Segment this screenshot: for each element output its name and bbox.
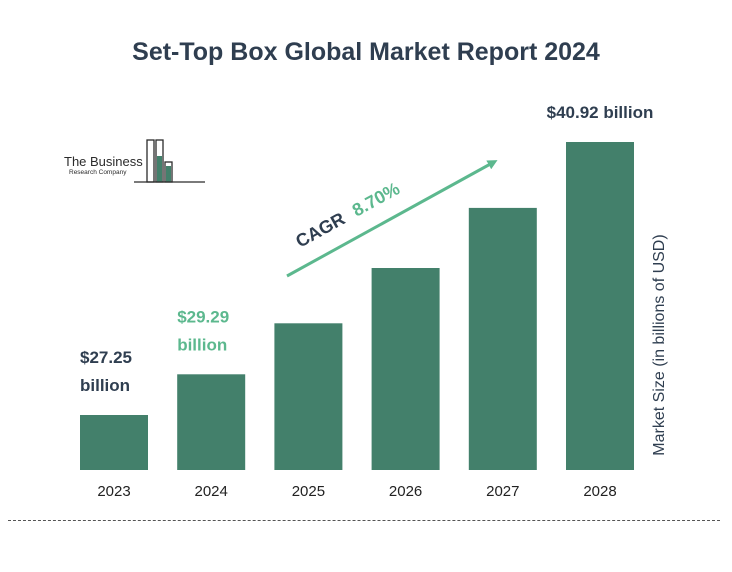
bottom-divider [8, 520, 720, 521]
x-tick-2023: 2023 [97, 483, 130, 500]
x-tick-2028: 2028 [583, 483, 616, 500]
y-axis-label: Market Size (in billions of USD) [651, 234, 668, 455]
bar-2028 [566, 142, 634, 470]
logo-name: The Business [64, 154, 143, 169]
data-label-2024: $29.29 billion [177, 307, 229, 354]
bar-2026 [371, 268, 440, 470]
bar-2023 [80, 415, 148, 470]
chart-title: Set-Top Box Global Market Report 2024 [132, 38, 600, 66]
data-label-2028: $40.92 billion [547, 103, 654, 122]
bar-2024 [177, 374, 246, 470]
x-tick-2024: 2024 [195, 483, 228, 500]
x-tick-2027: 2027 [486, 483, 519, 500]
bar-2027 [468, 207, 537, 470]
cagr-label: CAGR 8.70% [292, 178, 403, 251]
x-tick-2025: 2025 [292, 483, 325, 500]
bar-2025 [274, 323, 343, 470]
logo-building-icon [134, 139, 205, 183]
company-logo: The Business Research Company [64, 138, 209, 186]
cagr-prefix: CAGR [292, 208, 348, 251]
data-label-2023: $27.25 billion [80, 348, 132, 395]
cagr-arrow [286, 160, 498, 278]
cagr-value: 8.70% [349, 178, 403, 220]
x-tick-2026: 2026 [389, 483, 422, 500]
logo-subtitle: Research Company [69, 169, 127, 176]
